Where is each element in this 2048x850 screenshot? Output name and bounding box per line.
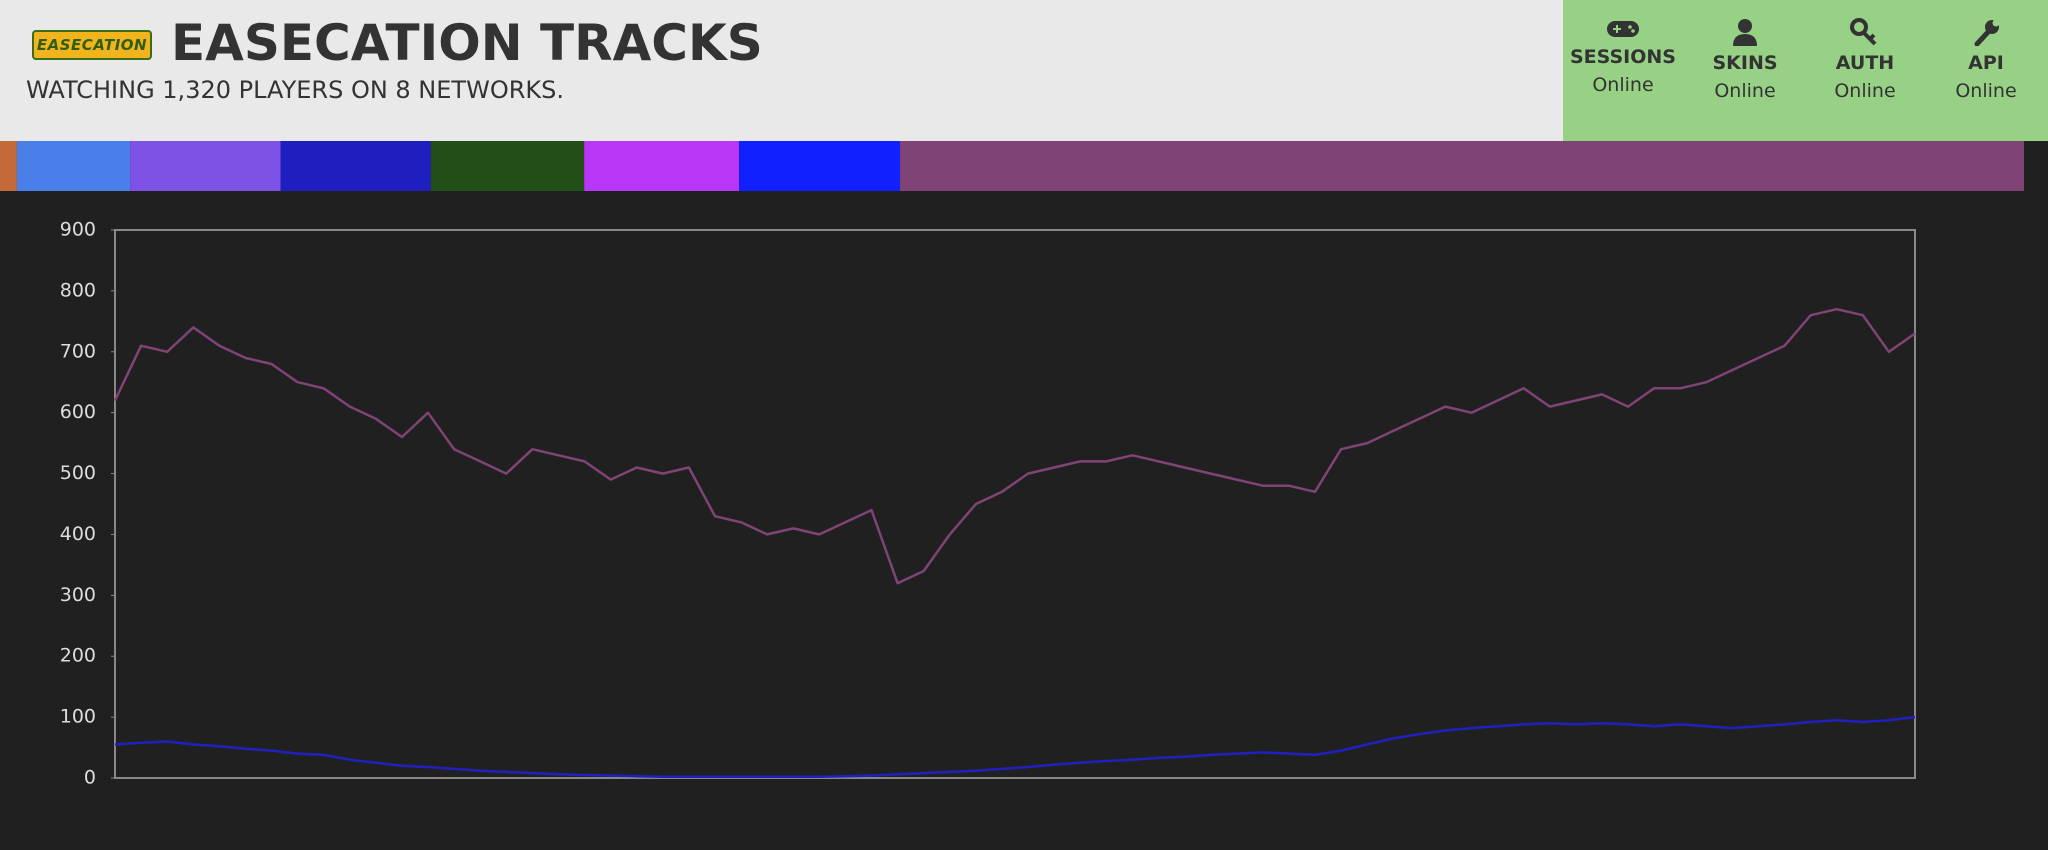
- network-segment: [584, 141, 740, 191]
- y-tick-label: 600: [60, 401, 96, 423]
- icon: [1850, 18, 1877, 46]
- y-tick-label: 200: [60, 645, 96, 667]
- network-segment: [739, 141, 901, 191]
- network-segment: [16, 141, 131, 191]
- y-tick-label: 700: [60, 340, 96, 362]
- status-state: Online: [1714, 80, 1776, 102]
- y-tick-label: 900: [60, 219, 96, 241]
- network-segment: [430, 141, 585, 191]
- status-panel: SESSIONS Online SKINS Online AUTH Online…: [1563, 0, 2048, 141]
- status-state: Online: [1834, 80, 1896, 102]
- y-tick-label: 400: [60, 523, 96, 545]
- title: EASECATION TRACKS: [171, 14, 763, 72]
- status-label: AUTH: [1835, 52, 1895, 74]
- status-state: Online: [1592, 74, 1654, 96]
- status-label: SESSIONS: [1570, 46, 1676, 68]
- status-state: Online: [1955, 80, 2017, 102]
- y-tick-label: 300: [60, 584, 96, 606]
- network-segment: [280, 141, 431, 191]
- status-label: SKINS: [1712, 52, 1778, 74]
- header: EASECATION EASECATION TRACKS WATCHING 1,…: [0, 0, 2048, 141]
- status-item: AUTH Online: [1805, 18, 1925, 102]
- icon: [1974, 19, 2000, 46]
- subtitle: WATCHING 1,320 PLAYERS ON 8 NETWORKS.: [26, 76, 564, 104]
- y-tick-label: 800: [60, 279, 96, 301]
- y-tick-label: 0: [84, 767, 96, 789]
- status-item: SKINS Online: [1685, 18, 1805, 102]
- line-series: [113, 307, 1916, 585]
- icon: [1607, 21, 1639, 37]
- status-label: API: [1968, 52, 2004, 74]
- icon: [1733, 19, 1757, 46]
- network-segment: [0, 141, 17, 191]
- network-bar: [0, 141, 2024, 191]
- network-segment: [130, 141, 281, 191]
- status-item: SESSIONS Online: [1563, 18, 1683, 96]
- logo: EASECATION: [32, 30, 152, 60]
- plot-frame: [114, 229, 1916, 779]
- y-tick-label: 100: [60, 706, 96, 728]
- line-series: [114, 715, 1916, 779]
- chart: 0 100 200 300 400 500 600 700 800 900: [60, 219, 1916, 789]
- y-tick-label: 500: [60, 462, 96, 484]
- status-item: API Online: [1926, 18, 2046, 102]
- network-segment: [900, 141, 2024, 191]
